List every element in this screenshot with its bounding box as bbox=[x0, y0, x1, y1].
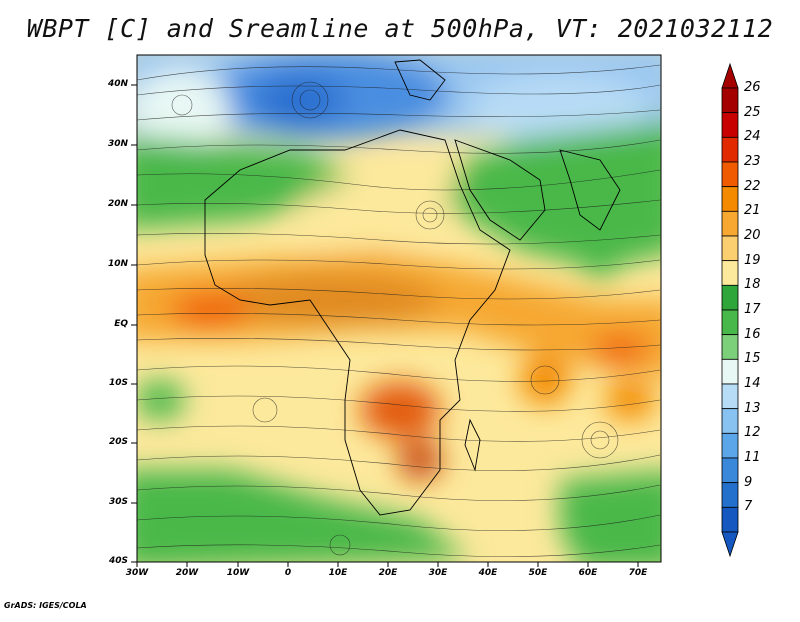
colorbar-label: 26 bbox=[744, 80, 761, 95]
lat-label: 40N bbox=[107, 79, 128, 89]
coastlines bbox=[204, 59, 621, 516]
colorbar-segment bbox=[721, 408, 739, 434]
colorbar-segment bbox=[721, 136, 739, 163]
lat-label: 10S bbox=[108, 378, 128, 388]
colorbar-segment bbox=[721, 432, 739, 459]
colorbar-segment bbox=[721, 482, 739, 508]
lon-label: 20W bbox=[175, 568, 199, 578]
map-frame bbox=[136, 54, 662, 563]
colorbar-label: 25 bbox=[744, 104, 761, 120]
colorbar-segment bbox=[721, 358, 739, 385]
colorbar-label: 7 bbox=[744, 499, 753, 515]
lon-ticks bbox=[136, 562, 639, 567]
lon-label: 40E bbox=[478, 568, 498, 578]
colorbar-label: 14 bbox=[744, 376, 761, 391]
lat-label: 30S bbox=[108, 497, 128, 507]
colorbar-segment bbox=[721, 284, 739, 311]
lon-label: 70E bbox=[628, 568, 648, 578]
colorbar-label: 9 bbox=[744, 474, 753, 490]
colorbar-label: 18 bbox=[744, 277, 761, 293]
colorbar bbox=[721, 62, 739, 558]
lon-label: 10E bbox=[328, 568, 348, 578]
credit-text: GrADS: IGES/COLA bbox=[4, 601, 87, 610]
colorbar-top-arrow bbox=[721, 62, 739, 89]
lat-label: 20N bbox=[107, 199, 128, 209]
lon-label: 30W bbox=[125, 568, 149, 578]
colorbar-segment bbox=[721, 309, 739, 336]
lat-label: 30N bbox=[107, 139, 128, 149]
lon-label: 10W bbox=[226, 568, 250, 578]
lat-label: 20S bbox=[108, 437, 128, 447]
colorbar-segment bbox=[721, 87, 739, 114]
colorbar-bottom-arrow bbox=[721, 531, 739, 558]
lon-label: 20E bbox=[378, 568, 398, 578]
colorbar-label: 23 bbox=[744, 154, 761, 169]
colorbar-segment bbox=[721, 112, 739, 138]
colorbar-segment bbox=[721, 260, 739, 286]
colorbar-segment bbox=[721, 210, 739, 237]
lat-label: 10N bbox=[107, 259, 128, 269]
colorbar-label: 11 bbox=[744, 450, 761, 465]
wbpt-field bbox=[137, 55, 661, 562]
colorbar-label: 17 bbox=[744, 302, 761, 317]
colorbar-segment bbox=[721, 186, 739, 212]
lon-label: 50E bbox=[528, 568, 548, 578]
colorbar-label: 19 bbox=[744, 252, 761, 268]
colorbar-segment bbox=[721, 235, 739, 262]
colorbar-label: 12 bbox=[744, 425, 761, 441]
lon-label: 0 bbox=[284, 568, 292, 578]
colorbar-label: 21 bbox=[744, 203, 761, 219]
colorbar-segment bbox=[721, 161, 739, 188]
lon-label: 30E bbox=[428, 568, 448, 578]
colorbar-label: 16 bbox=[744, 326, 761, 342]
lat-label: EQ bbox=[114, 319, 128, 329]
colorbar-label: 15 bbox=[744, 351, 761, 367]
colorbar-segment bbox=[721, 383, 739, 410]
map-title: WBPT [C] and Sreamline at 500hPa, VT: 20… bbox=[26, 14, 774, 43]
streamlines bbox=[137, 64, 661, 557]
lon-label: 60E bbox=[578, 568, 598, 578]
colorbar-label: 24 bbox=[744, 129, 761, 145]
colorbar-segment bbox=[721, 334, 739, 360]
colorbar-segment bbox=[721, 457, 739, 484]
colorbar-label: 13 bbox=[744, 400, 761, 416]
colorbar-segment bbox=[721, 506, 739, 533]
colorbar-label: 20 bbox=[744, 228, 761, 243]
lat-label: 40S bbox=[108, 556, 128, 566]
lat-ticks bbox=[131, 84, 137, 563]
colorbar-label: 22 bbox=[744, 178, 761, 194]
